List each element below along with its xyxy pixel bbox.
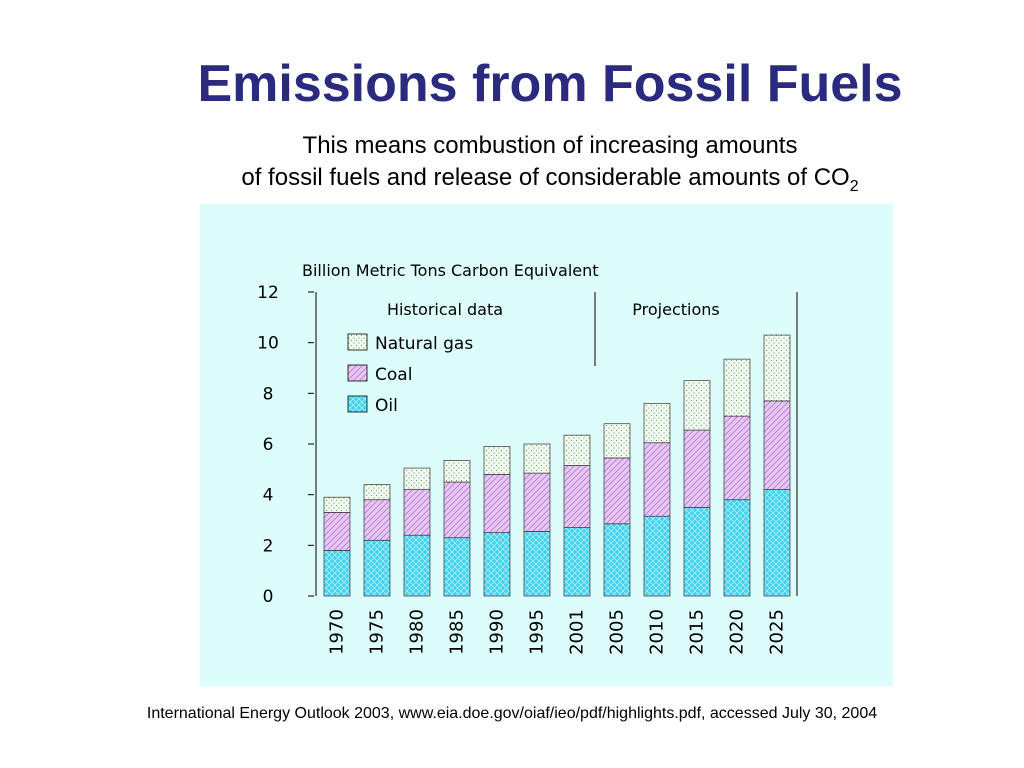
bar-segment-natural-gas [763, 334, 791, 402]
y-tick-label: 4 [263, 486, 274, 506]
bar-segment-coal [683, 429, 711, 508]
legend-swatch-oil [347, 395, 368, 413]
emissions-chart: Billion Metric Tons Carbon Equivalent 0 2… [257, 261, 798, 655]
x-tick-label: 2020 [727, 609, 748, 655]
x-tick-label: 1970 [327, 609, 348, 655]
y-tick-label: 6 [263, 435, 274, 455]
bar-segment-coal [403, 489, 431, 536]
bar-segment-natural-gas [443, 460, 471, 483]
y-tick-label: 10 [257, 334, 279, 354]
bar-segment-oil [363, 539, 391, 597]
x-tick-label: 1980 [407, 609, 428, 655]
section-label-projections: Projections [632, 300, 719, 319]
x-tick-label: 1985 [447, 609, 468, 655]
bar-segment-coal [483, 474, 511, 534]
bar-segment-oil [483, 532, 511, 597]
bar-segment-oil [403, 534, 431, 597]
bar-segment-oil [643, 515, 671, 597]
bar-segment-natural-gas [523, 443, 551, 474]
subtitle-line-2: of fossil fuels and release of considera… [100, 162, 1000, 195]
chart-unit-label: Billion Metric Tons Carbon Equivalent [302, 261, 599, 280]
subtitle-line-1: This means combustion of increasing amou… [302, 132, 798, 159]
x-tick-label: 2015 [687, 609, 708, 655]
bar-segment-coal [643, 442, 671, 517]
y-tick-label: 8 [263, 384, 274, 404]
bar-segment-oil [523, 531, 551, 597]
slide-subtitle: This means combustion of increasing amou… [100, 130, 1000, 195]
subtitle-line-2-text: of fossil fuels and release of considera… [241, 164, 850, 191]
y-tick-label: 0 [263, 587, 274, 607]
x-tick-label: 2025 [767, 609, 788, 655]
legend-label-oil: Oil [375, 396, 398, 416]
bar-segment-coal [363, 499, 391, 541]
x-tick-label: 2010 [647, 609, 668, 655]
co2-subscript: 2 [849, 178, 859, 195]
bar-segment-natural-gas [603, 423, 631, 459]
bar-segment-coal [723, 415, 751, 501]
bars [323, 334, 791, 597]
bar-segment-natural-gas [323, 496, 351, 513]
slide-title: Emissions from Fossil Fuels [197, 55, 903, 113]
bar-segment-oil [723, 499, 751, 597]
legend-label-natural-gas: Natural gas [375, 334, 473, 354]
section-label-historical: Historical data [387, 300, 503, 319]
bar-segment-natural-gas [683, 380, 711, 431]
bar-segment-oil [603, 523, 631, 597]
x-tick-label: 2005 [607, 609, 628, 655]
bar-segment-natural-gas [483, 446, 511, 475]
bar-segment-oil [683, 506, 711, 597]
y-axis: 0 2 4 6 8 10 12 [257, 283, 314, 607]
x-tick-label: 1975 [367, 609, 388, 655]
y-tick-label: 12 [257, 283, 279, 303]
x-axis-labels: 1970 1975 1980 1985 1990 1995 2001 2005 2010 2015… [327, 609, 788, 655]
x-tick-label: 1995 [527, 609, 548, 655]
bar-segment-natural-gas [643, 403, 671, 444]
bar-segment-natural-gas [403, 467, 431, 490]
bar-segment-oil [323, 550, 351, 597]
bar-segment-natural-gas [563, 434, 591, 466]
bar-segment-oil [563, 527, 591, 597]
source-citation: International Energy Outlook 2003, www.e… [146, 705, 878, 722]
bar-segment-coal [443, 481, 471, 539]
bar-segment-coal [523, 472, 551, 532]
legend: Natural gas Coal Oil [347, 333, 473, 416]
bar-segment-natural-gas [723, 358, 751, 417]
bar-segment-oil [443, 537, 471, 597]
legend-swatch-coal [347, 364, 368, 382]
x-tick-label: 1990 [487, 609, 508, 655]
y-tick-label: 2 [263, 536, 274, 556]
bar-segment-natural-gas [363, 484, 391, 501]
bar-segment-coal [603, 457, 631, 525]
x-tick-label: 2001 [567, 609, 588, 655]
chart-panel: Billion Metric Tons Carbon Equivalent 0 2… [200, 204, 893, 686]
bar-segment-coal [563, 465, 591, 528]
bar-segment-oil [763, 489, 791, 597]
bar-segment-coal [763, 400, 791, 490]
legend-swatch-natural-gas [347, 333, 368, 351]
legend-label-coal: Coal [375, 365, 412, 385]
bar-segment-coal [323, 512, 351, 551]
